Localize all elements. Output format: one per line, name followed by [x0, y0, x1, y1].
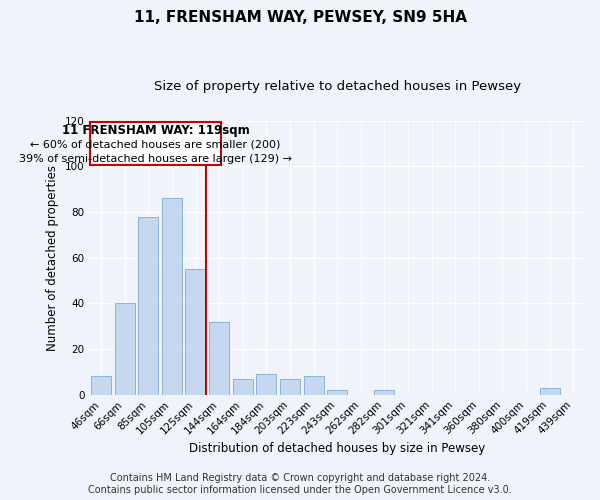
Bar — [304, 376, 323, 394]
Bar — [115, 304, 135, 394]
Title: Size of property relative to detached houses in Pewsey: Size of property relative to detached ho… — [154, 80, 521, 93]
Text: 11, FRENSHAM WAY, PEWSEY, SN9 5HA: 11, FRENSHAM WAY, PEWSEY, SN9 5HA — [133, 10, 467, 25]
FancyBboxPatch shape — [90, 122, 221, 165]
Bar — [280, 378, 300, 394]
Bar — [374, 390, 394, 394]
Bar — [256, 374, 277, 394]
Bar — [327, 390, 347, 394]
Text: 39% of semi-detached houses are larger (129) →: 39% of semi-detached houses are larger (… — [19, 154, 292, 164]
Bar — [185, 269, 206, 394]
Bar — [138, 216, 158, 394]
Text: ← 60% of detached houses are smaller (200): ← 60% of detached houses are smaller (20… — [31, 140, 281, 149]
Y-axis label: Number of detached properties: Number of detached properties — [46, 164, 59, 350]
Bar — [162, 198, 182, 394]
Bar — [539, 388, 560, 394]
X-axis label: Distribution of detached houses by size in Pewsey: Distribution of detached houses by size … — [189, 442, 485, 455]
Bar — [209, 322, 229, 394]
Text: 11 FRENSHAM WAY: 119sqm: 11 FRENSHAM WAY: 119sqm — [62, 124, 250, 136]
Bar — [91, 376, 111, 394]
Text: Contains HM Land Registry data © Crown copyright and database right 2024.
Contai: Contains HM Land Registry data © Crown c… — [88, 474, 512, 495]
Bar — [233, 378, 253, 394]
